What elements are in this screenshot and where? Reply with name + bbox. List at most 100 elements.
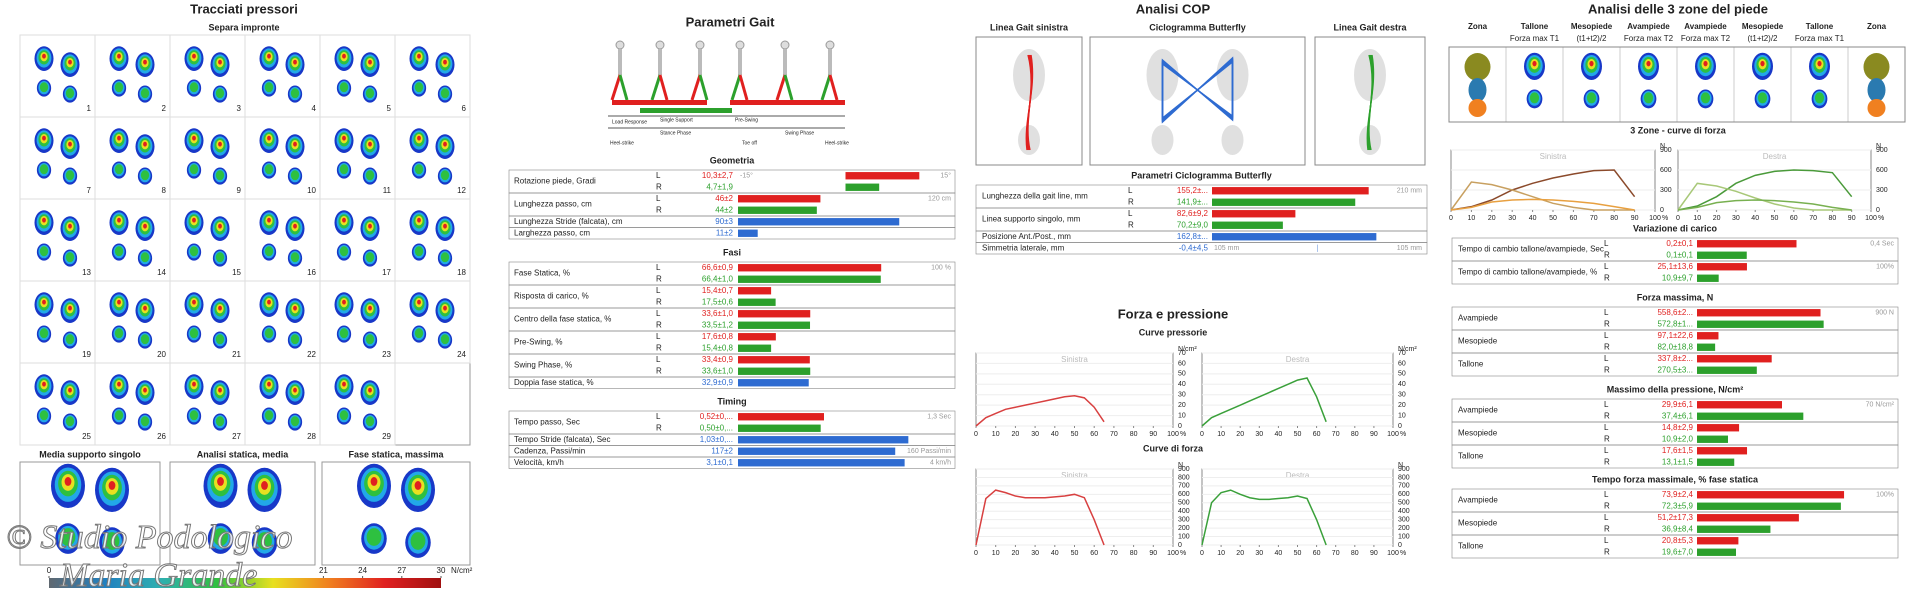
bar [1697, 263, 1747, 271]
side-label: L [656, 194, 661, 203]
value-label: 13,1±1,5 [1662, 457, 1694, 466]
chart-frame [975, 352, 1174, 427]
bar [1212, 187, 1369, 195]
value-label: -0,4±4,5 [1179, 243, 1209, 252]
scale-label: 105 mm [1397, 245, 1422, 252]
bar [1697, 332, 1719, 340]
heat-zone [215, 170, 225, 181]
y-tick-label: 10 [1398, 412, 1406, 419]
value-label: 66,6±0,9 [702, 263, 734, 272]
heat-zone [68, 387, 72, 393]
table-row [1451, 534, 1899, 559]
x-unit: % [1400, 431, 1406, 438]
bar [738, 344, 772, 352]
figure-leg [730, 74, 742, 101]
x-tick-label: 70 [1809, 215, 1817, 222]
x-tick-label: 20 [1012, 431, 1020, 438]
side-label: R [656, 297, 662, 306]
print-cell [19, 116, 96, 200]
figure-leg [820, 74, 832, 101]
x-unit: % [1400, 550, 1406, 557]
column-title: Zona [1867, 22, 1887, 31]
bar [1697, 240, 1797, 248]
side-label: R [656, 343, 662, 352]
heat-zone [264, 410, 274, 421]
panel-title: Analisi COP [1136, 1, 1211, 16]
table-title: Massimo della pressione, N/cm² [1607, 384, 1744, 394]
column-subtitle: Forza max T1 [1510, 34, 1560, 43]
side-label: L [656, 309, 661, 318]
heat-zone [257, 532, 272, 550]
heat-zone [42, 53, 46, 59]
heat-zone [366, 528, 382, 546]
heat-zone [267, 135, 271, 141]
scale-label: 1,3 Sec [927, 414, 951, 421]
row-label: Avampiede [1458, 314, 1498, 323]
y-tick-label: 600 [1660, 167, 1672, 174]
x-tick-label: 0 [1676, 215, 1680, 222]
heat-zone [267, 217, 271, 223]
data-line [1201, 489, 1327, 546]
bar [845, 183, 880, 191]
zones-box [1448, 46, 1906, 123]
heat-zone [68, 223, 72, 229]
y-tick-label: 800 [1398, 474, 1410, 481]
heat-zone [440, 170, 450, 181]
heat-zone [417, 299, 421, 305]
zone-midfoot [1867, 78, 1886, 102]
y-tick-label: 400 [1398, 508, 1410, 515]
side-label: R [1604, 365, 1610, 374]
phase-bar [612, 100, 707, 105]
print-number: 22 [307, 350, 316, 359]
heat-zone [342, 299, 346, 305]
side-label: L [1128, 186, 1133, 195]
figure-head [825, 40, 835, 50]
heat-zone [218, 59, 222, 65]
table-row [1451, 260, 1899, 285]
foot-shadow [1354, 49, 1386, 101]
heat-zone [264, 82, 274, 93]
side-label: L [1128, 209, 1133, 218]
side-label: R [1604, 434, 1610, 443]
table-row [1451, 352, 1899, 377]
bar [738, 356, 810, 364]
y-tick-label: 300 [1398, 517, 1410, 524]
print-cell [394, 280, 471, 364]
row-label: Lunghezza della gait line, mm [982, 192, 1088, 201]
view-title: Ciclogramma Butterfly [1149, 22, 1246, 32]
value-label: 17,5±0,6 [702, 297, 734, 306]
data-line [1677, 199, 1852, 211]
print-cell [169, 34, 246, 118]
print-number: 15 [232, 268, 241, 277]
heat-zone [414, 481, 422, 490]
x-tick-label: 50 [1071, 431, 1079, 438]
heat-zone [114, 82, 124, 93]
value-label: 0,1±0,1 [1666, 250, 1693, 259]
bar [738, 436, 909, 444]
heat-zone [65, 416, 75, 427]
x-tick-label: 40 [1751, 215, 1759, 222]
value-label: 162,8±... [1177, 232, 1208, 241]
x-tick-label: 30 [1732, 215, 1740, 222]
x-tick-label: 10 [1217, 550, 1225, 557]
heat-zone [114, 246, 124, 257]
bar [1697, 491, 1845, 499]
heat-zone [218, 223, 222, 229]
figure-leg [783, 74, 794, 101]
heat-zone [140, 88, 150, 99]
heat-zone [443, 223, 447, 229]
panel-title: Tracciati pressori [190, 1, 298, 16]
side-label: R [656, 205, 662, 214]
table-row [1451, 444, 1899, 469]
watermark: © Studio Podologico [6, 519, 292, 556]
print-cell [94, 116, 171, 200]
scale-label: 70 N/cm² [1866, 402, 1895, 409]
print-number: 5 [387, 104, 392, 113]
chart-title: Sinistra [1061, 471, 1088, 480]
x-tick-label: 40 [1275, 550, 1283, 557]
bar [1697, 514, 1799, 522]
y-tick-label: 500 [1398, 500, 1410, 507]
value-label: 17,6±1,5 [1662, 446, 1694, 455]
colorbar-label: 24 [358, 566, 367, 575]
